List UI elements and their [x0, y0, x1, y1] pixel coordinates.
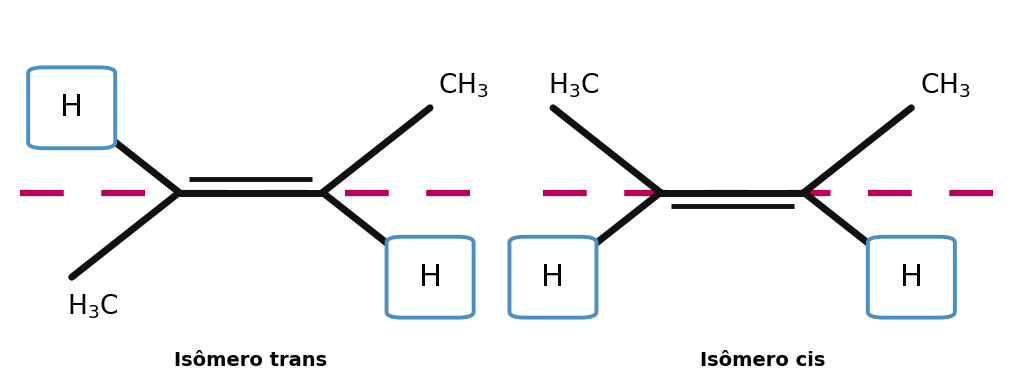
- FancyBboxPatch shape: [28, 67, 115, 148]
- Text: H: H: [900, 263, 923, 292]
- FancyBboxPatch shape: [868, 237, 954, 318]
- Text: Isômero trans: Isômero trans: [174, 351, 328, 370]
- Text: Isômero cis: Isômero cis: [700, 351, 825, 370]
- Text: H$_3$C: H$_3$C: [548, 72, 599, 100]
- Text: H: H: [542, 263, 564, 292]
- FancyBboxPatch shape: [510, 237, 596, 318]
- FancyBboxPatch shape: [386, 237, 473, 318]
- Text: CH$_3$: CH$_3$: [920, 72, 971, 100]
- Text: H: H: [60, 93, 83, 122]
- Text: CH$_3$: CH$_3$: [438, 72, 489, 100]
- Text: H: H: [419, 263, 441, 292]
- Text: H$_3$C: H$_3$C: [67, 293, 118, 321]
